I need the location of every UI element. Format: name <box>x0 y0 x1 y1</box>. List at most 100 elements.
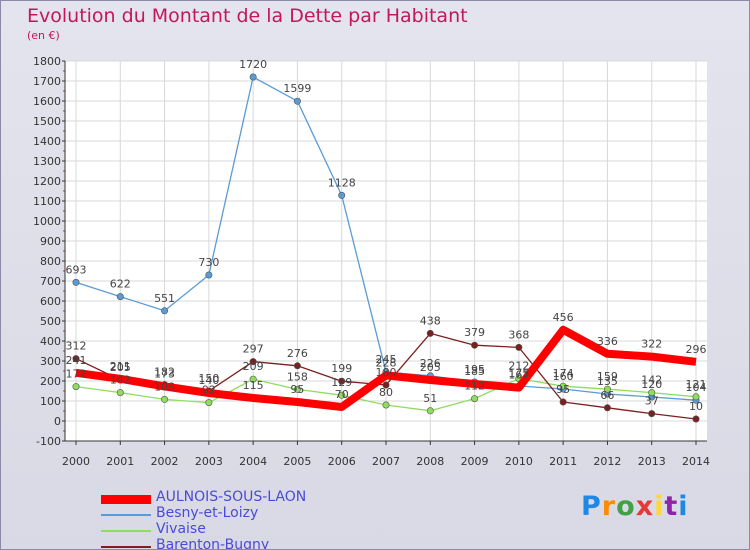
data-point <box>426 407 434 415</box>
data-label: 51 <box>423 392 437 405</box>
series-line-0 <box>75 325 697 411</box>
data-label: 195 <box>464 363 485 376</box>
data-label: 730 <box>198 256 219 269</box>
data-label: 205 <box>110 361 131 374</box>
y-tick-label: 1300 <box>33 155 61 168</box>
y-tick-label: 1000 <box>33 215 61 228</box>
data-point <box>293 385 301 393</box>
data-point <box>249 73 257 81</box>
data-label: 296 <box>686 343 707 356</box>
data-label: 115 <box>243 379 264 392</box>
x-tick-label: 2002 <box>151 455 179 468</box>
data-label: 112 <box>464 380 485 393</box>
y-tick-label: 0 <box>54 415 61 428</box>
x-tick-label: 2006 <box>328 455 356 468</box>
y-tick-label: 400 <box>40 335 61 348</box>
data-label: 241 <box>66 354 87 367</box>
data-label: 140 <box>198 374 219 387</box>
data-label: 135 <box>597 375 618 388</box>
data-label: 120 <box>641 378 662 391</box>
x-tick-label: 2012 <box>593 455 621 468</box>
data-label: 108 <box>154 380 175 393</box>
data-point <box>692 415 700 423</box>
data-point <box>338 377 346 385</box>
data-point <box>249 358 257 366</box>
data-label: 159 <box>597 370 618 383</box>
data-label: 174 <box>553 367 574 380</box>
x-tick-label: 2010 <box>505 455 533 468</box>
legend-label: Besny-et-Loizy <box>156 505 259 521</box>
data-label: 297 <box>243 343 264 356</box>
data-label: 70 <box>335 388 349 401</box>
x-tick-label: 2001 <box>106 455 134 468</box>
data-label: 172 <box>66 368 87 381</box>
data-point <box>648 389 656 397</box>
data-label: 205 <box>420 361 441 374</box>
data-label: 212 <box>508 360 529 373</box>
data-point <box>161 395 169 403</box>
data-label: 158 <box>287 370 308 383</box>
y-tick-label: 1600 <box>33 95 61 108</box>
data-label: 693 <box>66 263 87 276</box>
legend-label: Vivaise <box>156 521 206 537</box>
data-label: 368 <box>508 328 529 341</box>
data-label: 228 <box>376 356 397 369</box>
data-label: 182 <box>154 366 175 379</box>
x-tick-label: 2003 <box>195 455 223 468</box>
data-point <box>559 382 567 390</box>
y-tick-label: 1100 <box>33 195 61 208</box>
data-point <box>382 381 390 389</box>
y-tick-label: 900 <box>40 235 61 248</box>
y-tick-label: 600 <box>40 295 61 308</box>
data-label: 551 <box>154 292 175 305</box>
data-point <box>338 191 346 199</box>
proxiti-logo: Proxiti <box>581 491 689 522</box>
legend-swatch <box>101 530 151 532</box>
y-tick-label: 100 <box>40 395 61 408</box>
data-label: 456 <box>553 311 574 324</box>
legend-swatch <box>101 495 151 504</box>
data-point <box>293 362 301 370</box>
data-point <box>515 343 523 351</box>
y-tick-label: 200 <box>40 375 61 388</box>
data-label: 66 <box>600 389 614 402</box>
y-tick-label: 1700 <box>33 75 61 88</box>
data-label: 1128 <box>328 176 356 189</box>
y-tick-label: 500 <box>40 315 61 328</box>
data-label: 312 <box>66 340 87 353</box>
data-point <box>603 385 611 393</box>
data-point <box>603 404 611 412</box>
logo-letter: o <box>616 491 636 522</box>
y-tick-label: 1800 <box>33 55 61 68</box>
y-tick-label: -100 <box>36 435 61 448</box>
data-point <box>116 293 124 301</box>
data-label: 276 <box>287 347 308 360</box>
data-label: 1599 <box>283 82 311 95</box>
data-label: 226 <box>420 357 441 370</box>
data-point <box>471 395 479 403</box>
data-label: 438 <box>420 314 441 327</box>
data-label: 95 <box>556 383 570 396</box>
data-label: 180 <box>376 366 397 379</box>
logo-letter: x <box>635 491 655 522</box>
data-label: 142 <box>110 374 131 387</box>
data-label: 211 <box>110 360 131 373</box>
x-tick-label: 2013 <box>638 455 666 468</box>
data-point <box>559 398 567 406</box>
x-tick-label: 2008 <box>416 455 444 468</box>
data-point <box>293 97 301 105</box>
data-label: 199 <box>331 362 352 375</box>
data-point <box>72 355 80 363</box>
data-point <box>426 329 434 337</box>
data-label: 245 <box>376 353 397 366</box>
data-label: 322 <box>641 338 662 351</box>
data-label: 379 <box>464 326 485 339</box>
legend-label: Barenton-Bugny <box>156 537 270 550</box>
x-tick-label: 2000 <box>62 455 90 468</box>
data-label: 160 <box>553 370 574 383</box>
data-label: 142 <box>641 374 662 387</box>
data-label: 167 <box>508 369 529 382</box>
logo-letter: t <box>664 491 679 522</box>
